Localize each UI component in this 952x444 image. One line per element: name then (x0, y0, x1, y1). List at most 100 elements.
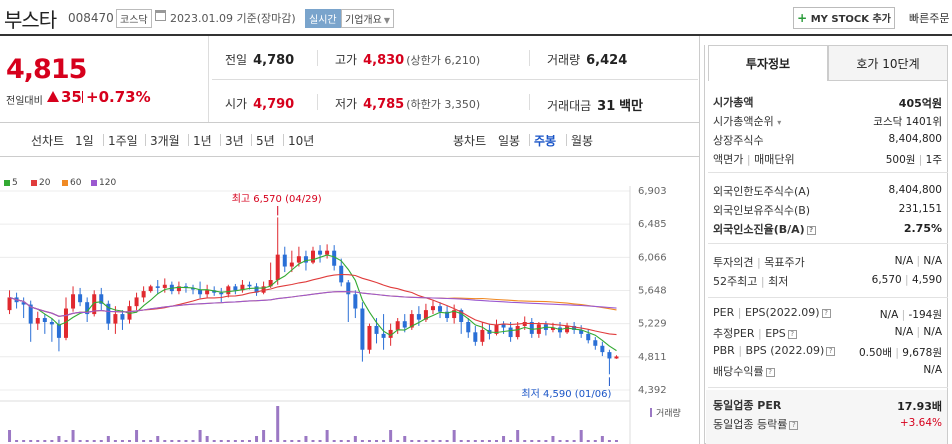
candle-body (572, 325, 577, 330)
volume-bar (494, 440, 498, 442)
candle-tab-2[interactable]: 월봉 (571, 134, 594, 148)
tab-separator (251, 134, 252, 146)
stat-sep (317, 94, 318, 110)
candle-chart-label: 봉차트 (453, 134, 487, 148)
period-tab-4[interactable]: 3년 (225, 134, 244, 148)
realtime-badge[interactable]: 실시간 (305, 9, 341, 28)
volume-bar (120, 440, 124, 442)
volume-bar (276, 406, 280, 442)
y-tick-label: 6,485 (638, 219, 667, 230)
candle-tab-0[interactable]: 일봉 (498, 134, 521, 148)
pbr-label: PBR | BPS (2022.09)? (713, 344, 836, 357)
tab-orderbook[interactable]: 호가 10단계 (828, 45, 948, 81)
div-value: N/A (923, 364, 942, 376)
period-tab-1[interactable]: 1주일 (108, 134, 138, 148)
volume-bar (389, 430, 393, 442)
volume-bar (22, 440, 26, 442)
volume-bar (240, 440, 244, 442)
tab-invest-info[interactable]: 투자정보 (708, 45, 828, 81)
stat-sep (529, 94, 530, 110)
candle-body (438, 306, 443, 312)
candle-body (416, 314, 421, 320)
market-badge: 코스닥 (116, 9, 152, 28)
volume-bar (163, 440, 167, 442)
volume-bar (530, 440, 534, 442)
ma-line-120 (9, 291, 617, 317)
company-info-dropdown[interactable]: 기업개요 ▼ (341, 9, 394, 28)
trade-amount: 거래대금 31 백만 (547, 99, 644, 114)
price-divider (208, 36, 209, 122)
candle-body (247, 284, 252, 287)
foreign-ratio-value: 2.75% (903, 222, 942, 235)
price-change-pct: +0.73% (86, 88, 151, 106)
industry-block (706, 390, 947, 444)
y-tick-label: 6,903 (638, 186, 667, 197)
candle-body (473, 332, 478, 342)
volume-bar (572, 440, 576, 442)
period-tab-3[interactable]: 1년 (193, 134, 212, 148)
quick-order-link[interactable]: 빠른주문 (909, 12, 950, 25)
candle-body (99, 294, 104, 304)
candle-body (501, 324, 506, 328)
volume-bar (502, 436, 506, 442)
candle-body (381, 333, 386, 338)
candle-body (78, 294, 83, 303)
candle-body (49, 322, 54, 325)
volume-bar (403, 436, 407, 442)
par-value: 500원 | 1주 (885, 154, 942, 166)
volume-bar (487, 440, 491, 442)
tab-separator (283, 134, 284, 146)
volume-bar (466, 440, 470, 442)
period-tab-5[interactable]: 5년 (256, 134, 275, 148)
volume-bar (198, 430, 202, 442)
help-icon: ? (826, 346, 836, 356)
opinion-label: 투자의견 | 목표주가 (713, 256, 805, 269)
candle-body (586, 333, 591, 341)
candle-body (395, 321, 400, 330)
price-change: 35 (47, 88, 82, 106)
ind-per-label: 동일업종 PER (713, 399, 782, 412)
candle-body (445, 311, 450, 319)
candle-tab-1[interactable]: 주봉 (534, 134, 557, 148)
max-price-annotation: 최고 6,570 (04/29) (232, 193, 322, 205)
candle-body (113, 314, 118, 324)
tab-separator (529, 134, 530, 146)
volume-bar (523, 440, 527, 442)
section-divider (0, 122, 700, 123)
volume-bar (247, 440, 251, 442)
volume-bar (191, 440, 195, 442)
volume-bar (8, 430, 12, 442)
volume-bar (375, 440, 379, 442)
volume-bar (332, 440, 336, 442)
candle-body (522, 322, 527, 326)
candle-body (423, 310, 428, 320)
candle-body (494, 324, 499, 334)
arrow-icon: ▾ (777, 118, 782, 127)
help-icon: ? (821, 308, 831, 318)
volume-bar (311, 440, 315, 442)
add-mystock-button[interactable]: + MY STOCK 추가 (793, 7, 895, 29)
shares-value: 8,404,800 (888, 133, 942, 145)
candle-body (296, 256, 301, 263)
divider (708, 172, 948, 173)
tab-separator (566, 134, 567, 146)
candle-body (311, 250, 315, 263)
stat-sep (317, 50, 318, 66)
candle-body (402, 321, 407, 328)
candle-body (607, 352, 612, 359)
period-tab-0[interactable]: 1일 (75, 134, 94, 148)
volume-bar (509, 440, 513, 442)
chart-panel (0, 36, 700, 444)
legend-ma-120: 120 (91, 178, 116, 188)
period-tab-2[interactable]: 3개월 (150, 134, 180, 148)
period-tab-6[interactable]: 10년 (288, 134, 315, 148)
candle-body (353, 294, 358, 309)
section-divider (0, 156, 700, 157)
price-chart[interactable]: 6,903 6,485 6,066 5,648 5,229 4,811 4,392 최고 6,… (0, 186, 698, 444)
volume-bar (233, 440, 237, 442)
candle-body (240, 284, 245, 291)
candle-body (162, 284, 167, 288)
volume-bar (106, 436, 110, 442)
volume-bar (438, 440, 442, 442)
candle-body (332, 250, 337, 266)
